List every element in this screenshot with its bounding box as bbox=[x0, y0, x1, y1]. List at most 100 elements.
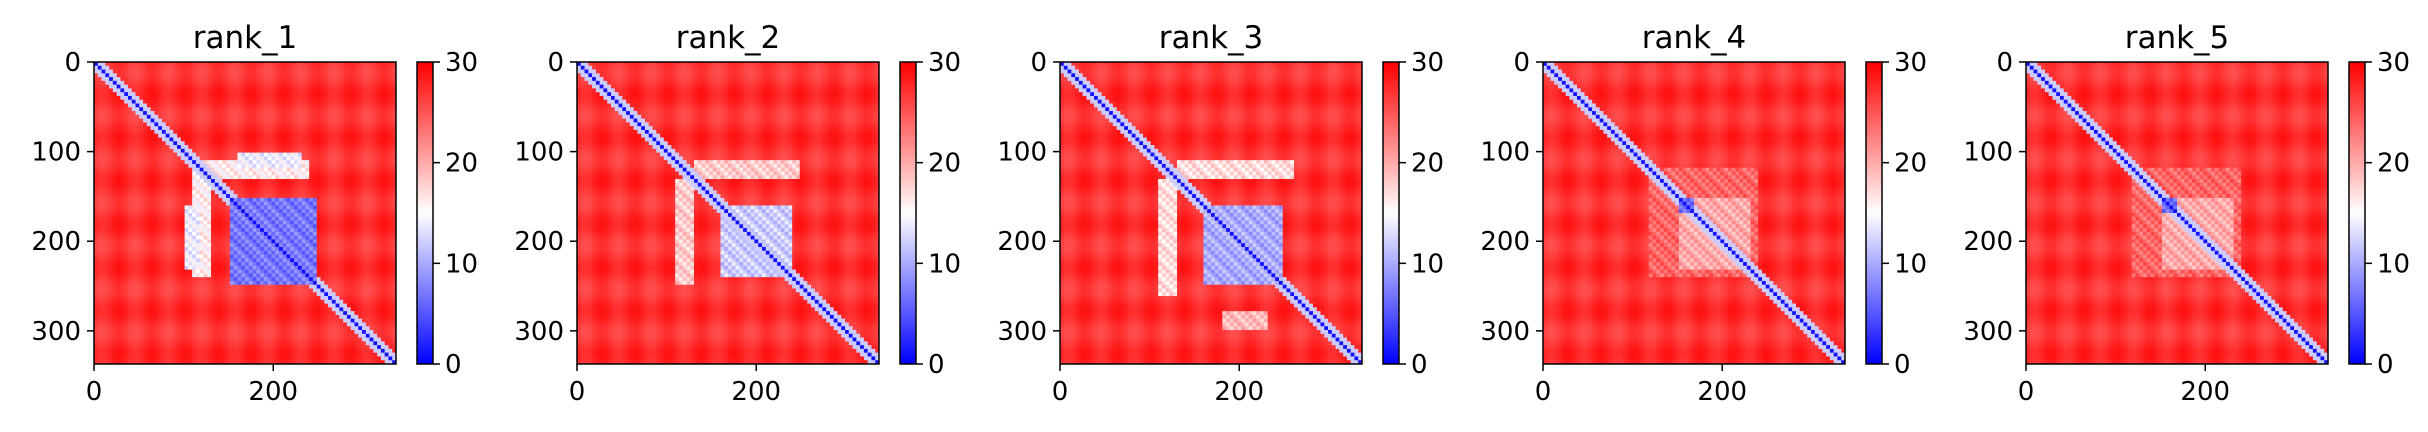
heatmap-cell bbox=[147, 104, 151, 108]
heatmap-cell bbox=[162, 209, 166, 213]
heatmap-cell bbox=[237, 258, 241, 262]
heatmap-cell bbox=[370, 115, 374, 119]
heatmap-cell bbox=[351, 164, 355, 168]
heatmap-cell bbox=[370, 266, 374, 270]
heatmap-cell bbox=[151, 175, 155, 179]
heatmap-cell bbox=[124, 202, 128, 206]
heatmap-cell bbox=[143, 251, 147, 255]
heatmap-cell bbox=[370, 217, 374, 221]
heatmap-cell bbox=[287, 266, 291, 270]
heatmap-cell bbox=[351, 255, 355, 259]
heatmap-cell bbox=[321, 160, 325, 164]
heatmap-cell bbox=[370, 100, 374, 104]
heatmap-cell bbox=[181, 194, 185, 198]
heatmap-cell bbox=[321, 187, 325, 191]
heatmap-cell bbox=[373, 153, 377, 157]
heatmap-cell bbox=[279, 70, 283, 74]
heatmap-cell bbox=[188, 134, 192, 138]
heatmap-cell bbox=[215, 130, 219, 134]
heatmap-cell bbox=[268, 85, 272, 89]
heatmap-cell bbox=[275, 217, 279, 221]
heatmap-cell bbox=[170, 100, 174, 104]
heatmap-cell bbox=[124, 160, 128, 164]
heatmap-cell bbox=[336, 149, 340, 153]
heatmap-cell bbox=[336, 77, 340, 81]
heatmap-cell bbox=[196, 239, 200, 243]
heatmap-cell bbox=[185, 92, 189, 96]
heatmap-cell bbox=[188, 66, 192, 70]
heatmap-cell bbox=[366, 255, 370, 259]
heatmap-cell bbox=[324, 126, 328, 130]
heatmap-cell bbox=[275, 85, 279, 89]
heatmap-cell bbox=[305, 179, 309, 183]
heatmap-cell bbox=[230, 266, 234, 270]
heatmap-cell bbox=[196, 190, 200, 194]
heatmap-cell bbox=[245, 190, 249, 194]
heatmap-cell bbox=[249, 168, 253, 172]
heatmap-cell bbox=[313, 81, 317, 85]
heatmap-cell bbox=[173, 262, 177, 266]
heatmap-cell bbox=[173, 92, 177, 96]
heatmap-cell bbox=[377, 262, 381, 266]
heatmap-cell bbox=[128, 175, 132, 179]
heatmap-cell bbox=[253, 205, 257, 209]
heatmap-cell bbox=[347, 198, 351, 202]
heatmap-cell bbox=[370, 262, 374, 266]
heatmap-cell bbox=[317, 209, 321, 213]
heatmap-cell bbox=[185, 104, 189, 108]
heatmap-cell bbox=[294, 190, 298, 194]
heatmap-cell bbox=[332, 164, 336, 168]
heatmap-cell bbox=[109, 168, 113, 172]
heatmap-cell bbox=[166, 190, 170, 194]
heatmap-cell bbox=[294, 104, 298, 108]
heatmap-cell bbox=[211, 96, 215, 100]
heatmap-cell bbox=[283, 221, 287, 225]
heatmap-cell bbox=[370, 130, 374, 134]
heatmap-cell bbox=[158, 122, 162, 126]
heatmap-cell bbox=[275, 190, 279, 194]
heatmap-cell bbox=[230, 138, 234, 142]
heatmap-cell bbox=[147, 96, 151, 100]
heatmap-cell bbox=[245, 88, 249, 92]
heatmap-cell bbox=[347, 194, 351, 198]
heatmap-cell bbox=[249, 126, 253, 130]
heatmap-cell bbox=[166, 205, 170, 209]
heatmap-cell bbox=[290, 171, 294, 175]
heatmap-cell bbox=[377, 88, 381, 92]
heatmap-cell bbox=[264, 122, 268, 126]
heatmap-cell bbox=[139, 156, 143, 160]
heatmap-cell bbox=[328, 70, 332, 74]
heatmap-cell bbox=[290, 138, 294, 142]
heatmap-cell bbox=[188, 138, 192, 142]
heatmap-cell bbox=[207, 104, 211, 108]
heatmap-cell bbox=[185, 130, 189, 134]
heatmap-cell bbox=[298, 100, 302, 104]
heatmap-cell bbox=[260, 164, 264, 168]
heatmap-cell bbox=[275, 138, 279, 142]
heatmap-cell bbox=[268, 224, 272, 228]
heatmap-cell bbox=[143, 92, 147, 96]
heatmap-cell bbox=[173, 255, 177, 259]
heatmap-cell bbox=[177, 190, 181, 194]
heatmap-cell bbox=[328, 262, 332, 266]
heatmap-cell bbox=[226, 198, 230, 202]
heatmap-cell bbox=[287, 213, 291, 217]
heatmap-cell bbox=[298, 96, 302, 100]
heatmap-cell bbox=[117, 153, 121, 157]
heatmap-cell bbox=[362, 262, 366, 266]
heatmap-cell bbox=[283, 217, 287, 221]
heatmap-cell bbox=[113, 122, 117, 126]
heatmap-cell bbox=[124, 194, 128, 198]
heatmap-cell bbox=[230, 153, 234, 157]
heatmap-cell bbox=[196, 156, 200, 160]
heatmap-cell bbox=[377, 156, 381, 160]
heatmap-cell bbox=[283, 194, 287, 198]
heatmap-cell bbox=[339, 85, 343, 89]
heatmap-cell bbox=[336, 228, 340, 232]
heatmap-cell bbox=[215, 187, 219, 191]
heatmap-cell bbox=[373, 187, 377, 191]
heatmap-cell bbox=[275, 255, 279, 259]
heatmap-cell bbox=[339, 255, 343, 259]
heatmap-cell bbox=[147, 149, 151, 153]
